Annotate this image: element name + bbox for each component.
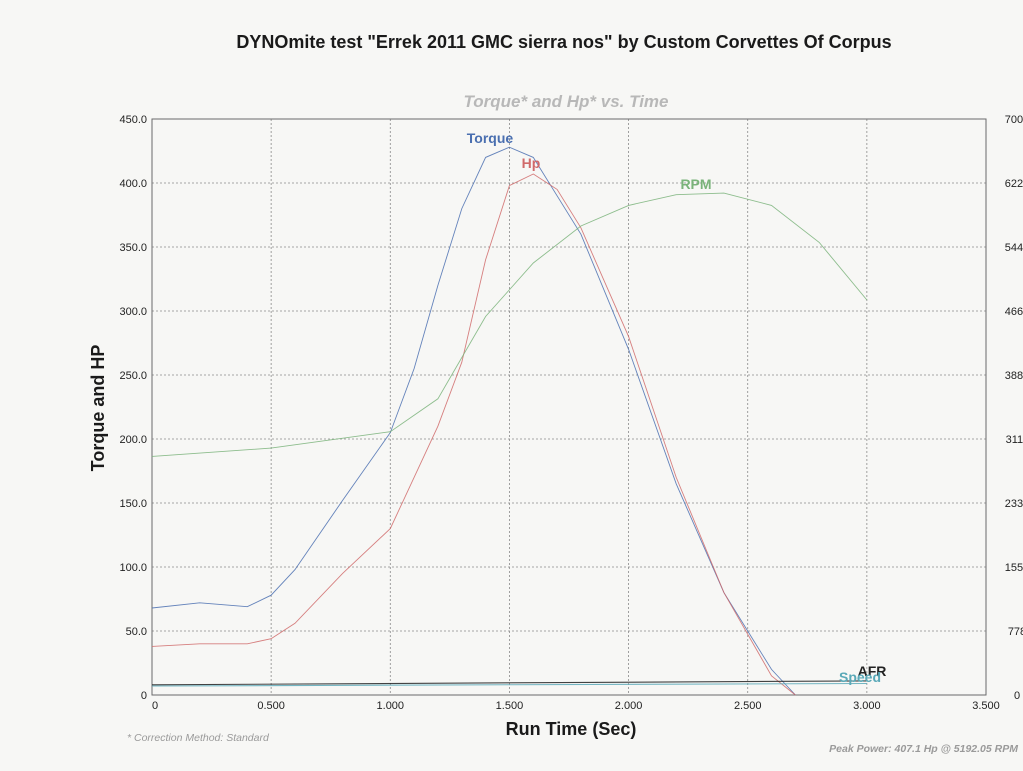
x-tick-label: 1.000 bbox=[377, 700, 405, 712]
torque-line bbox=[151, 146, 796, 696]
x-tick-label: 3.000 bbox=[853, 700, 881, 712]
y-tick-label: 0 bbox=[141, 690, 147, 702]
y-tick-label: 450.0 bbox=[119, 114, 147, 126]
y2-tick-label: 5444 bbox=[1005, 242, 1023, 254]
y-axis-label: Torque and HP bbox=[88, 345, 108, 472]
chart-title: DYNOmite test "Errek 2011 GMC sierra nos… bbox=[236, 32, 891, 52]
torque-series-label: Torque bbox=[467, 130, 514, 146]
y-tick-label: 50.0 bbox=[126, 626, 147, 638]
speed-line bbox=[151, 682, 867, 687]
x-tick-label: 1.500 bbox=[496, 700, 524, 712]
grid-lines bbox=[152, 119, 986, 695]
x-tick-label: 0.500 bbox=[257, 700, 285, 712]
hp-line bbox=[151, 173, 796, 696]
afr-line bbox=[151, 680, 867, 686]
x-tick-label: 3.500 bbox=[972, 700, 1000, 712]
plot-frame bbox=[151, 118, 987, 696]
afr-series-label: AFR bbox=[858, 663, 887, 679]
y-tick-label: 400.0 bbox=[119, 178, 147, 190]
x-tick-label: 2.000 bbox=[615, 700, 643, 712]
y2-tick-label: 778 bbox=[1008, 626, 1023, 638]
left-axis-ticks: 0 50.0 100.0 150.0 200.0 250.0 300.0 350.0 400.0… bbox=[119, 114, 147, 702]
y-tick-label: 350.0 bbox=[119, 242, 147, 254]
y-tick-label: 300.0 bbox=[119, 306, 147, 318]
x-tick-label: 0 bbox=[152, 700, 158, 712]
rpm-series-label: RPM bbox=[680, 176, 711, 192]
correction-method-note: * Correction Method: Standard bbox=[127, 732, 270, 744]
chart-subtitle: Torque* and Hp* vs. Time bbox=[464, 92, 669, 111]
y2-tick-label: 0 bbox=[1014, 690, 1020, 702]
y2-tick-label: 6222 bbox=[1005, 178, 1023, 190]
y-tick-label: 250.0 bbox=[119, 370, 147, 382]
x-axis-ticks: 0 0.500 1.000 1.500 2.000 2.500 3.000 3.500 bbox=[152, 700, 1000, 712]
y2-tick-label: 4667 bbox=[1005, 306, 1023, 318]
y2-tick-label: 3111 bbox=[1006, 434, 1023, 446]
rpm-line bbox=[151, 192, 868, 457]
y-tick-label: 150.0 bbox=[119, 498, 147, 510]
y2-tick-label: 1556 bbox=[1005, 562, 1023, 574]
y-tick-label: 100.0 bbox=[119, 562, 147, 574]
x-axis-label: Run Time (Sec) bbox=[506, 719, 637, 739]
x-tick-label: 2.500 bbox=[734, 700, 762, 712]
hp-series-label: Hp bbox=[522, 155, 541, 171]
series-lines bbox=[151, 146, 868, 696]
peak-power-note: Peak Power: 407.1 Hp @ 5192.05 RPM bbox=[829, 743, 1018, 755]
y-tick-label: 200.0 bbox=[119, 434, 147, 446]
speed-series-label: Speed bbox=[839, 669, 881, 685]
y2-tick-label: 3889 bbox=[1005, 370, 1023, 382]
